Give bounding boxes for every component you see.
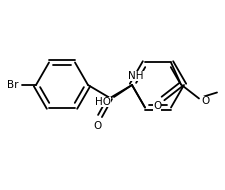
Text: O: O (202, 97, 210, 106)
Text: NH: NH (128, 71, 144, 81)
Text: O: O (94, 121, 102, 131)
Text: Br: Br (7, 80, 19, 90)
Text: O: O (153, 101, 161, 112)
Text: HO: HO (95, 97, 111, 107)
